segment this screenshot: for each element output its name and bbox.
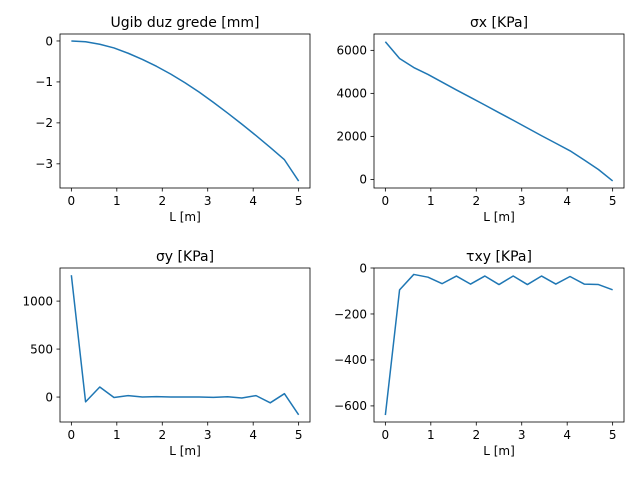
axes-frame xyxy=(373,267,625,423)
subplot-2: σx [KPa] 0 1 2 3 4 5 0 2000 4000 6000 L [m] xyxy=(336,15,625,224)
subplot-title: σx [KPa] xyxy=(470,15,528,31)
x-tick-label: 3 xyxy=(204,194,212,208)
y-tick-label: 0 xyxy=(359,173,367,187)
y-tick-label: −400 xyxy=(334,353,367,367)
subplot-3: σy [KPa] 0 1 2 3 4 5 0 500 1000 L [m] xyxy=(22,249,311,458)
x-tick-label: 5 xyxy=(295,428,303,442)
x-tick-label: 2 xyxy=(472,194,480,208)
x-tick-label: 2 xyxy=(158,194,166,208)
x-tick-label: 4 xyxy=(563,428,571,442)
x-tick-label: 3 xyxy=(518,428,526,442)
x-axis-label: L [m] xyxy=(169,444,201,458)
x-tick-label: 4 xyxy=(249,428,257,442)
series-line xyxy=(70,275,300,416)
x-tick-label: 1 xyxy=(427,428,435,442)
series-line xyxy=(384,41,614,182)
y-tick-label: 4000 xyxy=(336,87,367,101)
series-line xyxy=(71,40,300,182)
y-tick-label: 0 xyxy=(45,390,53,404)
y-tick-label: 500 xyxy=(30,342,53,356)
y-tick-label: −2 xyxy=(35,116,53,130)
y-tick-label: −600 xyxy=(334,399,367,413)
x-tick-label: 3 xyxy=(518,194,526,208)
subplot-1: Ugib duz grede [mm] 0 1 2 3 4 5 −3 −2 −1 0 L [m] xyxy=(35,15,311,224)
y-tick-label: 0 xyxy=(45,34,53,48)
y-tick-label: 0 xyxy=(359,261,367,275)
y-tick-label: −200 xyxy=(334,307,367,321)
x-tick-label: 0 xyxy=(382,428,390,442)
x-tick-label: 1 xyxy=(113,428,121,442)
axes-frame xyxy=(59,267,311,423)
subplot-title: Ugib duz grede [mm] xyxy=(110,15,259,31)
y-tick-label: 1000 xyxy=(22,294,53,308)
x-tick-label: 5 xyxy=(609,428,617,442)
series-line xyxy=(384,273,613,416)
x-tick-label: 2 xyxy=(472,428,480,442)
axes-frame xyxy=(59,33,311,189)
x-tick-label: 1 xyxy=(113,194,121,208)
x-tick-label: 2 xyxy=(158,428,166,442)
x-tick-label: 3 xyxy=(204,428,212,442)
x-tick-label: 4 xyxy=(249,194,257,208)
y-tick-label: 6000 xyxy=(336,44,367,58)
x-tick-label: 0 xyxy=(382,194,390,208)
x-tick-label: 1 xyxy=(427,194,435,208)
x-axis-label: L [m] xyxy=(169,210,201,224)
subplot-4: τxy [KPa] 0 1 2 3 4 5 −600 −400 −200 0 L [m] xyxy=(334,249,625,458)
x-axis-label: L [m] xyxy=(483,444,515,458)
y-tick-label: −1 xyxy=(35,75,53,89)
axes-frame xyxy=(373,33,625,189)
x-tick-label: 0 xyxy=(68,194,76,208)
x-tick-label: 5 xyxy=(609,194,617,208)
subplot-title: τxy [KPa] xyxy=(466,249,532,265)
x-tick-label: 4 xyxy=(563,194,571,208)
y-tick-label: −3 xyxy=(35,157,53,171)
subplot-title: σy [KPa] xyxy=(156,249,214,265)
x-tick-label: 5 xyxy=(295,194,303,208)
x-axis-label: L [m] xyxy=(483,210,515,224)
y-tick-label: 2000 xyxy=(336,130,367,144)
x-tick-label: 0 xyxy=(68,428,76,442)
